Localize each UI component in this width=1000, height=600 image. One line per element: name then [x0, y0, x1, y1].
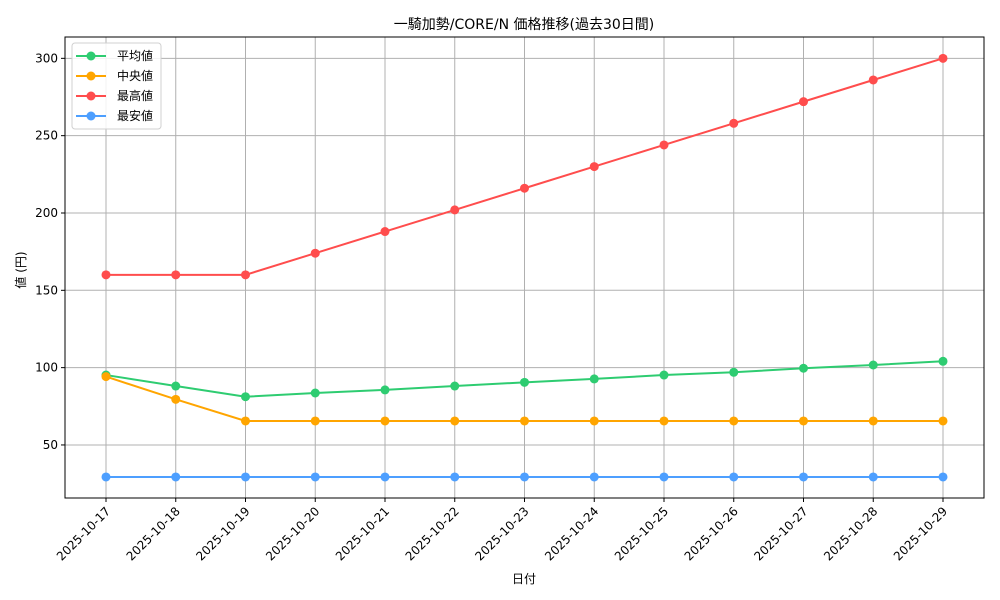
- data-point: [450, 472, 460, 482]
- legend-label: 平均値: [117, 48, 153, 63]
- data-point: [241, 270, 250, 280]
- data-point: [310, 416, 320, 426]
- data-point: [101, 472, 111, 482]
- data-point: [729, 367, 739, 377]
- data-point: [938, 416, 948, 426]
- data-point: [380, 416, 390, 426]
- data-point: [171, 472, 181, 482]
- data-point: [450, 381, 460, 391]
- data-point: [241, 392, 250, 402]
- legend-label: 最高値: [117, 88, 153, 103]
- chart-title: 一騎加勢/CORE/N 価格推移(過去30日間): [394, 17, 654, 33]
- y-tick-label: 250: [35, 129, 58, 143]
- data-point: [659, 140, 669, 150]
- data-point: [310, 388, 320, 398]
- y-axis-ticks: 50 100 150 200 250 300: [35, 51, 65, 452]
- data-point: [101, 270, 111, 280]
- data-point: [310, 472, 320, 482]
- legend-marker-icon: [86, 111, 96, 121]
- y-tick-label: 200: [35, 206, 58, 220]
- data-point: [520, 183, 529, 193]
- legend-item: 最安値: [76, 108, 153, 123]
- data-point: [799, 363, 808, 373]
- data-point: [380, 472, 390, 482]
- y-axis-label: 値 (円): [13, 251, 28, 288]
- legend-item: 中央値: [76, 68, 153, 83]
- series-3: [101, 472, 948, 482]
- data-point: [729, 118, 739, 128]
- legend-item: 最高値: [76, 88, 153, 103]
- data-point: [938, 356, 948, 366]
- y-tick-label: 50: [43, 438, 58, 452]
- data-point: [799, 416, 808, 426]
- x-axis-label: 日付: [512, 572, 536, 586]
- data-point: [520, 377, 529, 387]
- data-point: [659, 416, 669, 426]
- data-point: [241, 416, 250, 426]
- legend-marker-icon: [86, 91, 96, 101]
- series-layer: [101, 53, 948, 482]
- data-point: [589, 472, 599, 482]
- data-point: [171, 394, 181, 404]
- data-point: [868, 472, 878, 482]
- data-point: [659, 370, 669, 380]
- data-point: [938, 472, 948, 482]
- legend-label: 最安値: [117, 108, 153, 123]
- data-point: [589, 374, 599, 384]
- data-point: [310, 248, 320, 258]
- legend-marker-icon: [86, 51, 96, 61]
- series-1: [101, 372, 948, 426]
- data-point: [520, 416, 529, 426]
- legend-marker-icon: [86, 71, 96, 81]
- data-point: [380, 227, 390, 237]
- data-point: [380, 385, 390, 395]
- data-point: [729, 472, 739, 482]
- data-point: [938, 53, 948, 63]
- y-tick-label: 300: [35, 51, 58, 65]
- data-point: [589, 162, 599, 172]
- data-point: [868, 360, 878, 370]
- data-point: [799, 97, 808, 107]
- data-point: [729, 416, 739, 426]
- data-point: [520, 472, 529, 482]
- data-point: [450, 416, 460, 426]
- data-point: [171, 270, 181, 280]
- data-point: [171, 381, 181, 391]
- legend-label: 中央値: [117, 68, 153, 83]
- y-tick-label: 100: [35, 361, 58, 375]
- data-point: [799, 472, 808, 482]
- data-point: [589, 416, 599, 426]
- series-2: [101, 53, 948, 280]
- data-point: [101, 372, 111, 382]
- data-point: [659, 472, 669, 482]
- data-point: [241, 472, 250, 482]
- data-point: [450, 205, 460, 215]
- legend-item: 平均値: [76, 48, 153, 63]
- y-tick-label: 150: [35, 283, 58, 297]
- legend-box: [71, 42, 162, 130]
- data-point: [868, 75, 878, 85]
- data-point: [868, 416, 878, 426]
